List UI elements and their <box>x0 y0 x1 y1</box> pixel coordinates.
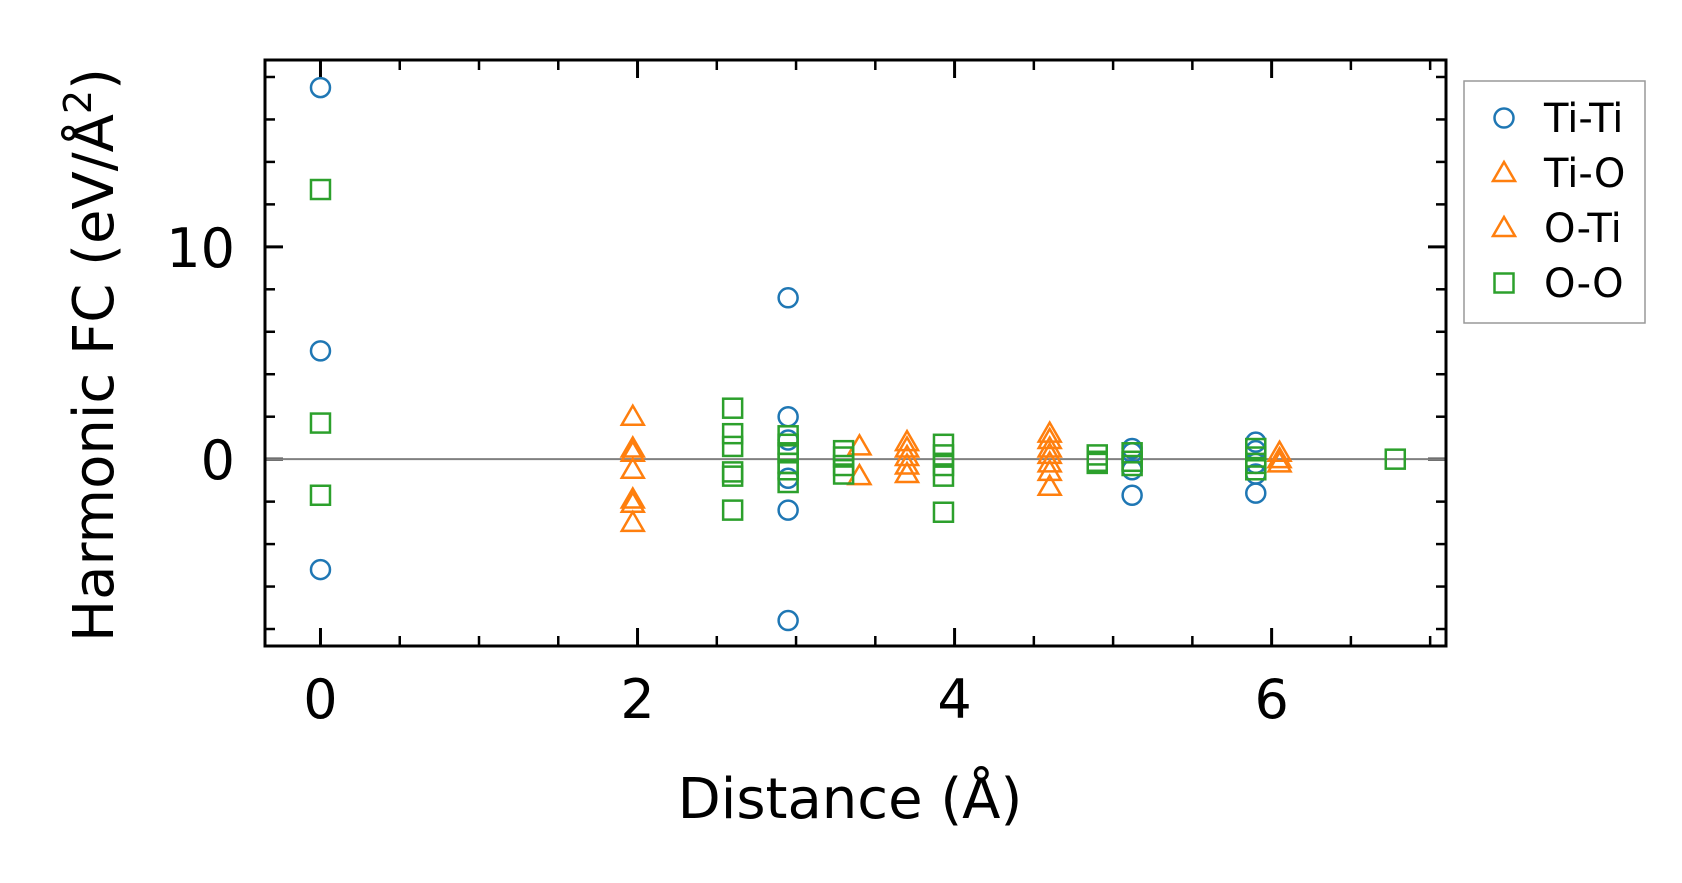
data-point <box>619 490 646 513</box>
legend-label: Ti-Ti <box>1543 96 1623 142</box>
legend-item: Ti-O <box>1490 151 1625 197</box>
series-1 <box>619 403 1293 533</box>
y-axis-label-main: Harmonic FC (eV/Å <box>61 114 127 642</box>
y-tick-label: 0 <box>201 429 235 492</box>
data-point <box>832 463 855 485</box>
legend-marker <box>1490 214 1518 238</box>
data-point <box>777 459 799 481</box>
x-tick-label: 0 <box>303 668 337 731</box>
data-point <box>619 456 646 480</box>
data-point <box>1086 452 1108 475</box>
data-point <box>1245 459 1267 481</box>
data-point <box>777 287 799 309</box>
legend: Ti-Ti Ti-O O-Ti O-O <box>1463 80 1646 324</box>
x-tick-label: 4 <box>937 668 971 731</box>
data-point <box>309 484 332 507</box>
data-point <box>932 501 955 523</box>
x-axis-label: Distance (Å) <box>678 766 1023 832</box>
legend-marker <box>1493 272 1515 294</box>
legend-label: Ti-O <box>1543 151 1625 197</box>
data-point <box>1121 454 1143 477</box>
legend-items: Ti-Ti Ti-O O-Ti O-O <box>1490 96 1625 307</box>
data-point <box>309 558 332 581</box>
data-point <box>1245 482 1267 504</box>
data-point <box>721 422 744 445</box>
y-axis-label: Harmonic FC (eV/Å2) <box>56 68 127 642</box>
x-tick-label: 2 <box>620 668 654 731</box>
legend-marker <box>1490 159 1518 183</box>
series-2 <box>619 426 1293 513</box>
data-point <box>1036 426 1063 450</box>
data-point <box>1036 473 1063 497</box>
minor-ticks <box>265 60 1446 646</box>
data-point <box>1266 439 1293 463</box>
data-point <box>893 452 921 475</box>
data-point <box>1266 449 1293 473</box>
legend-item: O-Ti <box>1490 206 1622 252</box>
data-point <box>932 465 955 487</box>
data-point <box>309 340 332 362</box>
data-point <box>721 435 744 458</box>
legend-item: O-O <box>1493 261 1624 307</box>
x-tick-label: 6 <box>1254 668 1288 731</box>
data-point <box>619 403 646 426</box>
data-point <box>1121 484 1143 507</box>
data-point <box>309 76 332 99</box>
data-point <box>309 412 332 434</box>
data-point <box>777 429 799 451</box>
y-axis-label-superscript: 2 <box>56 90 100 114</box>
data-point <box>721 465 744 487</box>
major-ticks <box>265 60 1446 646</box>
data-point <box>777 499 799 521</box>
data-point <box>309 178 332 201</box>
series-3 <box>309 178 1407 523</box>
legend-label: O-Ti <box>1544 206 1622 252</box>
data-point <box>1384 448 1407 470</box>
data-point <box>619 509 646 533</box>
plot-area-frame <box>263 58 1448 648</box>
tick-labels: 0 2 4 6 0 10 <box>166 217 1289 731</box>
data-point <box>721 461 744 483</box>
data-point <box>1266 445 1293 469</box>
y-tick-label: 10 <box>166 217 235 280</box>
y-axis-label-close: ) <box>62 68 127 90</box>
legend-label: O-O <box>1544 261 1624 307</box>
legend-item: Ti-Ti <box>1493 96 1623 142</box>
data-point <box>893 428 921 452</box>
data-point <box>777 471 799 494</box>
data-point <box>619 439 646 463</box>
data-point <box>777 405 799 428</box>
data-point <box>1036 458 1063 482</box>
series-0 <box>309 76 1267 632</box>
data-point <box>721 499 744 521</box>
data-point <box>846 432 873 456</box>
legend-marker <box>1493 107 1515 129</box>
data-point <box>721 397 744 419</box>
data-point <box>777 609 799 632</box>
data-markers <box>309 76 1407 632</box>
data-point <box>619 486 646 509</box>
